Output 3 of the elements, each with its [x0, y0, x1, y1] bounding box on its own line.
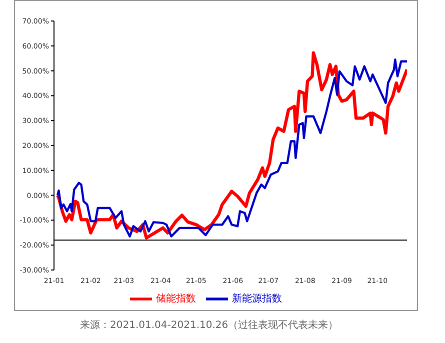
source-note: 来源：2021.01.04-2021.10.26（过往表现不代表未来） [80, 318, 338, 332]
legend-label: 储能指数 [156, 294, 196, 305]
legend-label: 新能源指数 [232, 294, 282, 305]
